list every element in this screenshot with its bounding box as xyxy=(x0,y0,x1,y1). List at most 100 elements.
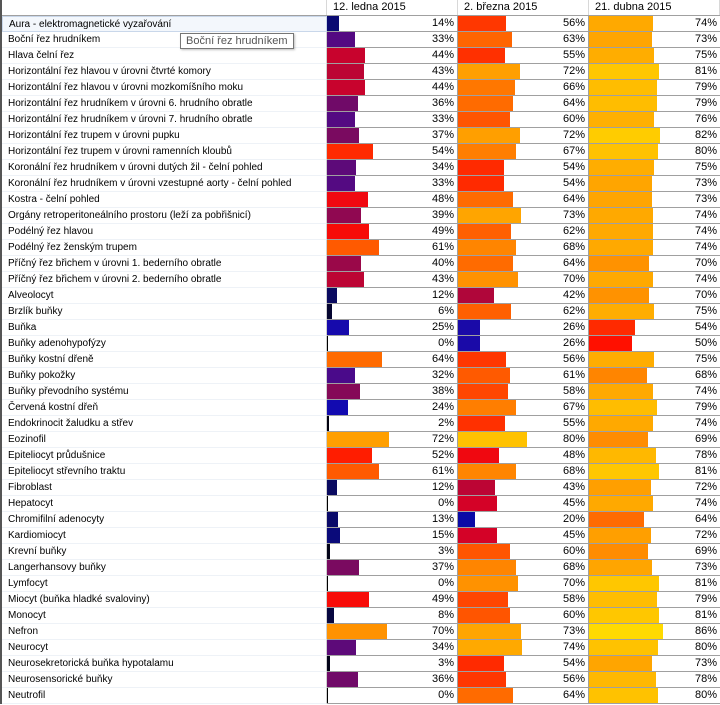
column-header-name[interactable] xyxy=(2,0,327,15)
progress-percent: 0% xyxy=(438,689,454,701)
progress-cell: 75% xyxy=(589,48,720,64)
progress-percent: 55% xyxy=(562,49,585,61)
table-row[interactable]: Podélný řez hlavou 49% 62% 74% xyxy=(2,224,720,240)
row-name: Aura - elektromagnetické vyzařování xyxy=(2,16,327,32)
progress-bar xyxy=(458,224,511,239)
progress-percent: 72% xyxy=(694,481,717,493)
table-row[interactable]: Alveolocyt 12% 42% 70% xyxy=(2,288,720,304)
progress-bar xyxy=(327,272,364,287)
progress-cell: 34% xyxy=(327,160,458,176)
table-row[interactable]: Epiteliocyt střevního traktu 61% 68% 81% xyxy=(2,464,720,480)
progress-percent: 60% xyxy=(562,609,585,621)
progress-percent: 68% xyxy=(562,241,585,253)
row-name: Koronální řez hrudníkem v úrovni dutých … xyxy=(2,160,327,176)
progress-cell: 75% xyxy=(589,304,720,320)
table-row[interactable]: Podélný řez ženským trupem 61% 68% 74% xyxy=(2,240,720,256)
table-row[interactable]: Chromifilní adenocyty 13% 20% 64% xyxy=(2,512,720,528)
progress-percent: 70% xyxy=(562,577,585,589)
progress-cell: 39% xyxy=(327,208,458,224)
progress-bar xyxy=(589,400,657,415)
progress-cell: 80% xyxy=(589,640,720,656)
progress-bar xyxy=(458,432,527,447)
progress-percent: 70% xyxy=(562,273,585,285)
table-row[interactable]: Horizontální řez hrudníkem v úrovni 7. h… xyxy=(2,112,720,128)
progress-percent: 40% xyxy=(431,257,454,269)
table-row[interactable]: Kardiomiocyt 15% 45% 72% xyxy=(2,528,720,544)
table-row[interactable]: Buňka 25% 26% 54% xyxy=(2,320,720,336)
table-row[interactable]: Horizontální řez hlavou v úrovni čtvrté … xyxy=(2,64,720,80)
progress-bar xyxy=(327,320,349,335)
table-row[interactable]: Orgány retroperitoneálního prostoru (lež… xyxy=(2,208,720,224)
table-row[interactable]: Příčný řez břichem v úrovni 2. bederního… xyxy=(2,272,720,288)
progress-percent: 33% xyxy=(431,113,454,125)
table-row[interactable]: Nefron 70% 73% 86% xyxy=(2,624,720,640)
table-row[interactable]: Buňky pokožky 32% 61% 68% xyxy=(2,368,720,384)
progress-bar xyxy=(458,528,497,543)
progress-cell: 70% xyxy=(458,272,589,288)
table-row[interactable]: Červená kostní dřeň 24% 67% 79% xyxy=(2,400,720,416)
progress-percent: 43% xyxy=(562,481,585,493)
progress-percent: 37% xyxy=(431,561,454,573)
progress-bar xyxy=(589,224,653,239)
table-row[interactable]: Neutrofil 0% 64% 80% xyxy=(2,688,720,704)
table-row[interactable]: Endokrinocit žaludku a střev 2% 55% 74% xyxy=(2,416,720,432)
table-row[interactable]: Buňky převodního systému 38% 58% 74% xyxy=(2,384,720,400)
progress-bar xyxy=(327,304,332,319)
column-header-date-2[interactable]: 2. března 2015 xyxy=(458,0,589,15)
progress-bar xyxy=(327,576,328,591)
table-row[interactable]: Eozinofil 72% 80% 69% xyxy=(2,432,720,448)
progress-percent: 60% xyxy=(562,545,585,557)
progress-cell: 62% xyxy=(458,304,589,320)
table-row[interactable]: Brzlík buňky 6% 62% 75% xyxy=(2,304,720,320)
table-row[interactable]: Krevní buňky 3% 60% 69% xyxy=(2,544,720,560)
progress-cell: 24% xyxy=(327,400,458,416)
table-row[interactable]: Monocyt 8% 60% 81% xyxy=(2,608,720,624)
progress-bar xyxy=(458,512,475,527)
table-row[interactable]: Buňky adenohypofýzy 0% 26% 50% xyxy=(2,336,720,352)
table-row[interactable]: Horizontální řez hlavou v úrovni mozkomí… xyxy=(2,80,720,96)
column-header-date-1[interactable]: 12. ledna 2015 xyxy=(327,0,458,15)
table-row[interactable]: Neurosensorické buňky 36% 56% 78% xyxy=(2,672,720,688)
progress-cell: 74% xyxy=(589,416,720,432)
progress-bar xyxy=(589,640,658,655)
table-row[interactable]: Koronální řez hrudníkem v úrovni dutých … xyxy=(2,160,720,176)
table-row[interactable]: Neurosekretorická buňka hypotalamu 3% 54% 7… xyxy=(2,656,720,672)
table-row[interactable]: Koronální řez hrudníkem v úrovni vzestup… xyxy=(2,176,720,192)
progress-cell: 79% xyxy=(589,96,720,112)
table-row[interactable]: Neurocyt 34% 74% 80% xyxy=(2,640,720,656)
table-row[interactable]: Horizontální řez trupem v úrovni ramenní… xyxy=(2,144,720,160)
progress-percent: 39% xyxy=(431,209,454,221)
tooltip: Boční řez hrudníkem xyxy=(180,33,294,49)
table-row[interactable]: Aura - elektromagnetické vyzařování 14% 56… xyxy=(2,16,720,32)
table-row[interactable]: Epiteliocyt průdušnice 52% 48% 78% xyxy=(2,448,720,464)
column-header-date-3[interactable]: 21. dubna 2015 xyxy=(589,0,720,15)
progress-bar xyxy=(589,320,635,335)
progress-cell: 54% xyxy=(458,176,589,192)
progress-bar xyxy=(327,224,369,239)
table-row[interactable]: Kostra - čelní pohled 48% 64% 73% xyxy=(2,192,720,208)
row-name: Kostra - čelní pohled xyxy=(2,192,327,208)
table-row[interactable]: Hepatocyt 0% 45% 74% xyxy=(2,496,720,512)
progress-percent: 73% xyxy=(694,177,717,189)
table-row[interactable]: Buňky kostní dřeně 64% 56% 75% xyxy=(2,352,720,368)
table-row[interactable]: Horizontální řez trupem v úrovni pupku 37… xyxy=(2,128,720,144)
table-row[interactable]: Hlava čelní řez 44% 55% 75% xyxy=(2,48,720,64)
table-row[interactable]: Příčný řez břichem v úrovni 1. bederního… xyxy=(2,256,720,272)
progress-cell: 33% xyxy=(327,32,458,48)
progress-bar xyxy=(327,512,338,527)
table-row[interactable]: Lymfocyt 0% 70% 81% xyxy=(2,576,720,592)
progress-percent: 45% xyxy=(562,529,585,541)
table-row[interactable]: Boční řez hrudníkem 33% 63% 73% xyxy=(2,32,720,48)
table-row[interactable]: Langerhansovy buňky 37% 68% 73% xyxy=(2,560,720,576)
table-row[interactable]: Horizontální řez hrudníkem v úrovni 6. h… xyxy=(2,96,720,112)
progress-cell: 70% xyxy=(327,624,458,640)
progress-percent: 36% xyxy=(431,97,454,109)
progress-percent: 74% xyxy=(694,241,717,253)
progress-bar xyxy=(589,192,652,207)
progress-percent: 54% xyxy=(562,657,585,669)
table-row[interactable]: Fibroblast 12% 43% 72% xyxy=(2,480,720,496)
progress-percent: 73% xyxy=(694,193,717,205)
row-name: Horizontální řez trupem v úrovni ramenní… xyxy=(2,144,327,160)
progress-cell: 67% xyxy=(458,144,589,160)
table-row[interactable]: Miocyt (buňka hladké svaloviny) 49% 58% 79% xyxy=(2,592,720,608)
